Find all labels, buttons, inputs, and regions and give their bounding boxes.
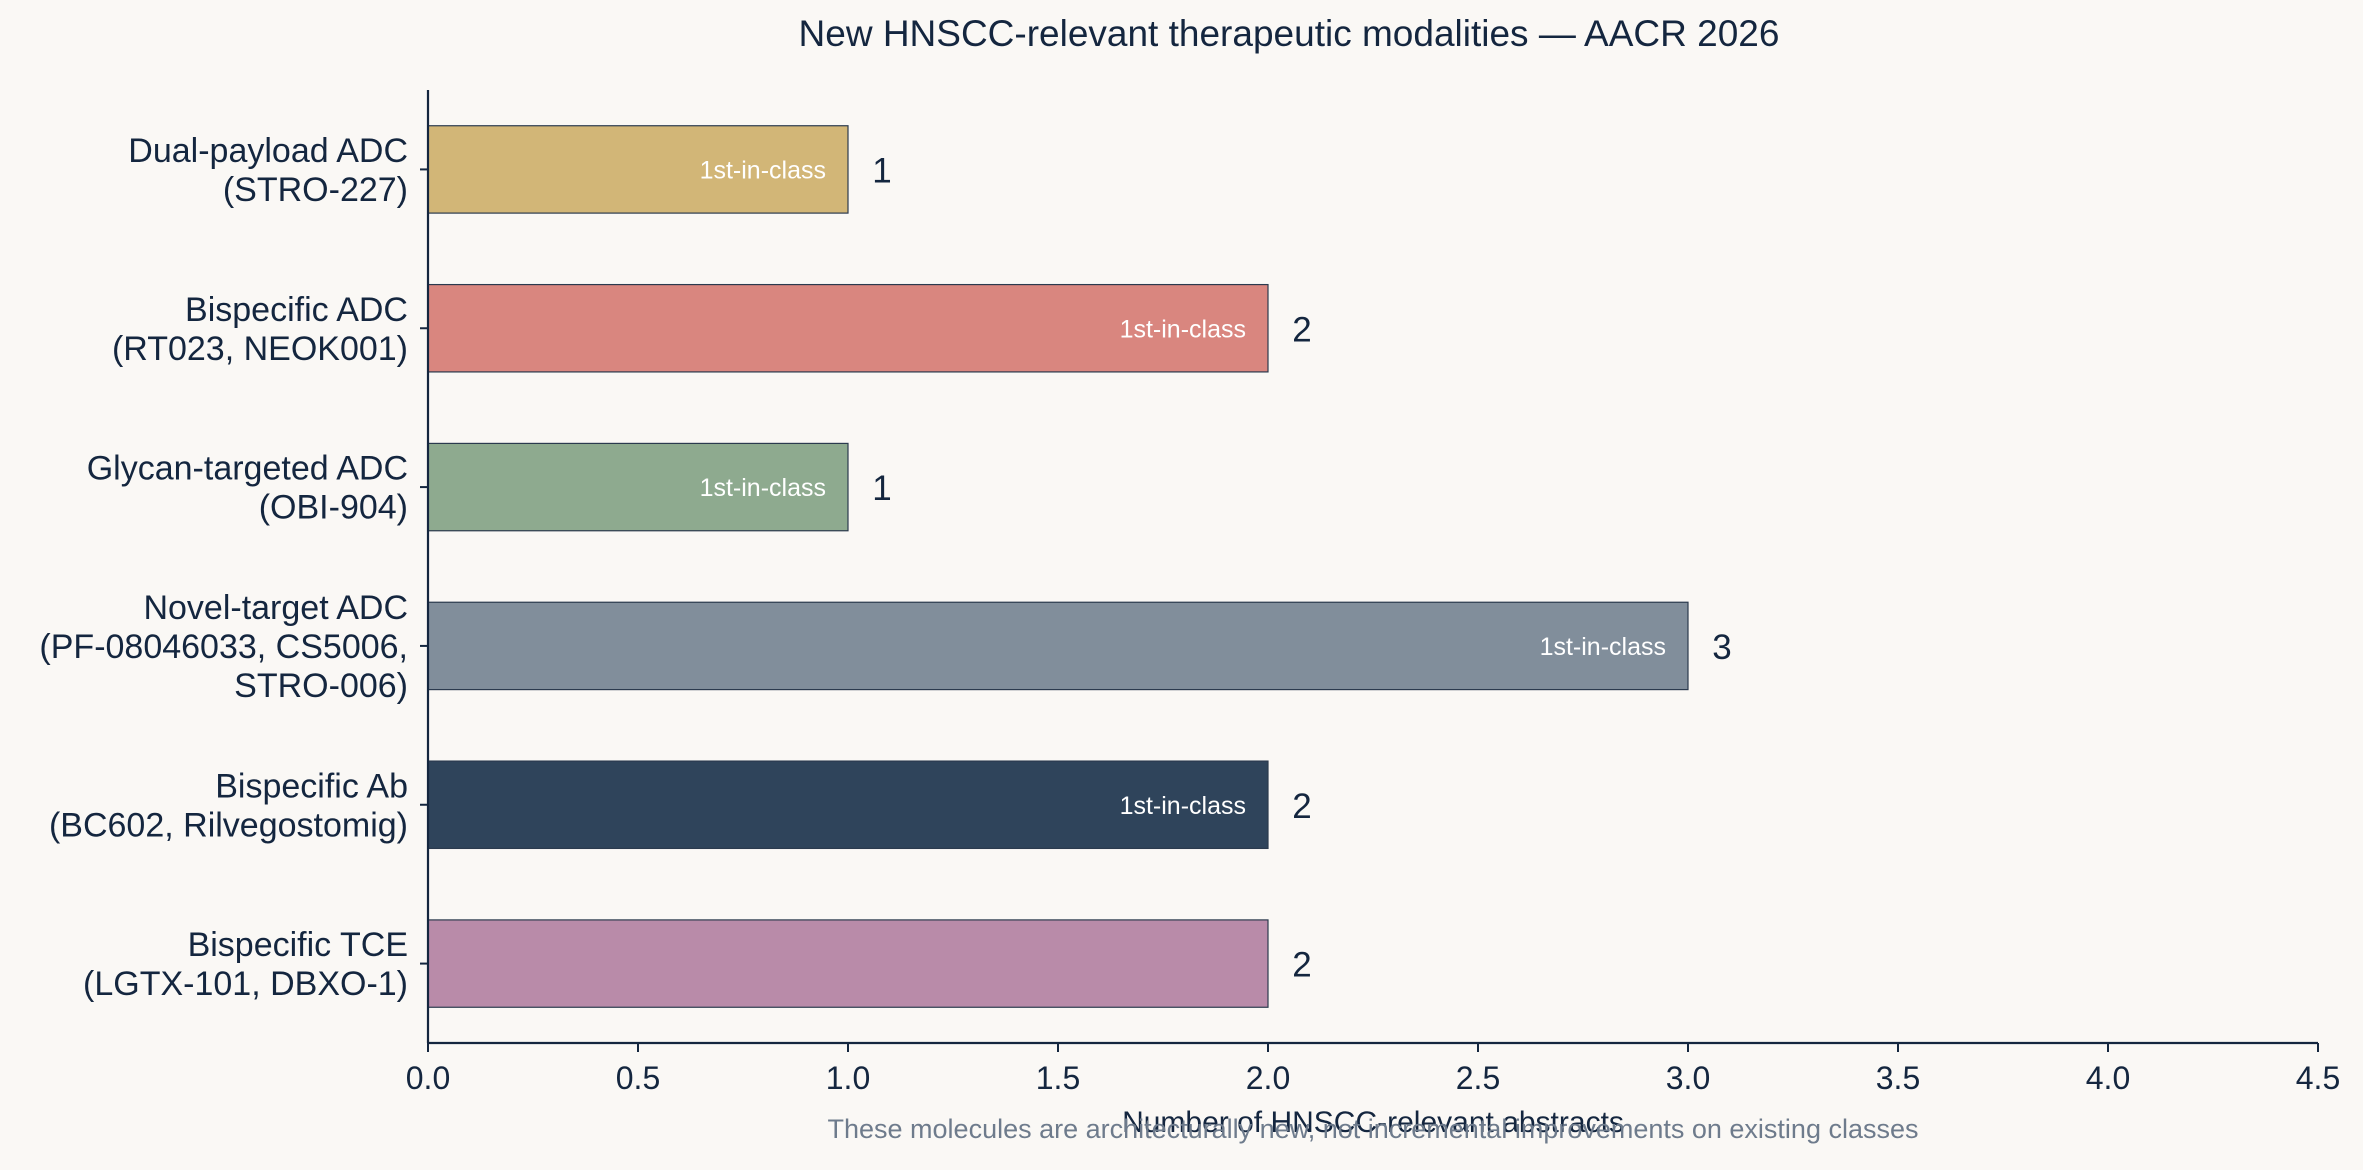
value-label-0: 1 — [872, 151, 891, 190]
bar-2 — [427, 442, 849, 532]
x-tick-label-1: 0.5 — [616, 1060, 660, 1096]
x-tick-label-8: 4.0 — [2086, 1060, 2130, 1096]
value-label-4: 2 — [1292, 787, 1311, 826]
category-label-3: Novel-target ADC (PF-08046033, CS5006, STR… — [39, 589, 408, 705]
bar-badge-1: 1st-in-class — [1120, 315, 1246, 343]
bar-badge-2: 1st-in-class — [700, 474, 826, 502]
category-label-2: Glycan-targeted ADC (OBI-904) — [87, 450, 408, 527]
category-label-1: Bispecific ADC (RT023, NEOK001) — [112, 291, 408, 368]
bar-0 — [427, 125, 849, 214]
bar-badge-0: 1st-in-class — [700, 156, 826, 184]
x-tick-label-5: 2.5 — [1456, 1060, 1500, 1096]
value-label-3: 3 — [1712, 628, 1731, 667]
value-label-1: 2 — [1292, 310, 1311, 349]
bar-3 — [427, 601, 1689, 691]
category-label-5: Bispecific TCE (LGTX-101, DBXO-1) — [83, 926, 408, 1003]
labels-layer: 1st-in-class 1 Dual-payload ADC (STRO-227) 1… — [39, 132, 2340, 1096]
x-tick-label-9: 4.5 — [2296, 1060, 2340, 1096]
x-axis-title: Number of HNSCC-relevant abstracts — [1122, 1106, 1624, 1139]
chart-title: New HNSCC-relevant therapeutic modalitie… — [799, 13, 1780, 54]
bars-layer — [427, 125, 1689, 1008]
value-label-5: 2 — [1292, 946, 1311, 985]
bar-4 — [427, 760, 1269, 850]
axes-layer — [420, 90, 2319, 1052]
chart-caption: These molecules are architecturally new,… — [828, 1114, 1919, 1144]
bar-badge-4: 1st-in-class — [1120, 792, 1246, 820]
category-label-0: Dual-payload ADC (STRO-227) — [128, 132, 408, 209]
x-tick-label-6: 3.0 — [1666, 1060, 1710, 1096]
bar-1 — [427, 283, 1269, 373]
value-label-2: 1 — [872, 469, 891, 508]
bar-badge-3: 1st-in-class — [1540, 633, 1666, 661]
x-tick-label-2: 1.0 — [826, 1060, 870, 1096]
x-tick-label-7: 3.5 — [1876, 1060, 1920, 1096]
x-tick-label-3: 1.5 — [1036, 1060, 1080, 1096]
category-label-4: Bispecific Ab (BC602, Rilvegostomig) — [49, 767, 408, 844]
x-tick-label-4: 2.0 — [1246, 1060, 1290, 1096]
x-tick-label-0: 0.0 — [406, 1060, 450, 1096]
bar-5 — [427, 919, 1269, 1008]
